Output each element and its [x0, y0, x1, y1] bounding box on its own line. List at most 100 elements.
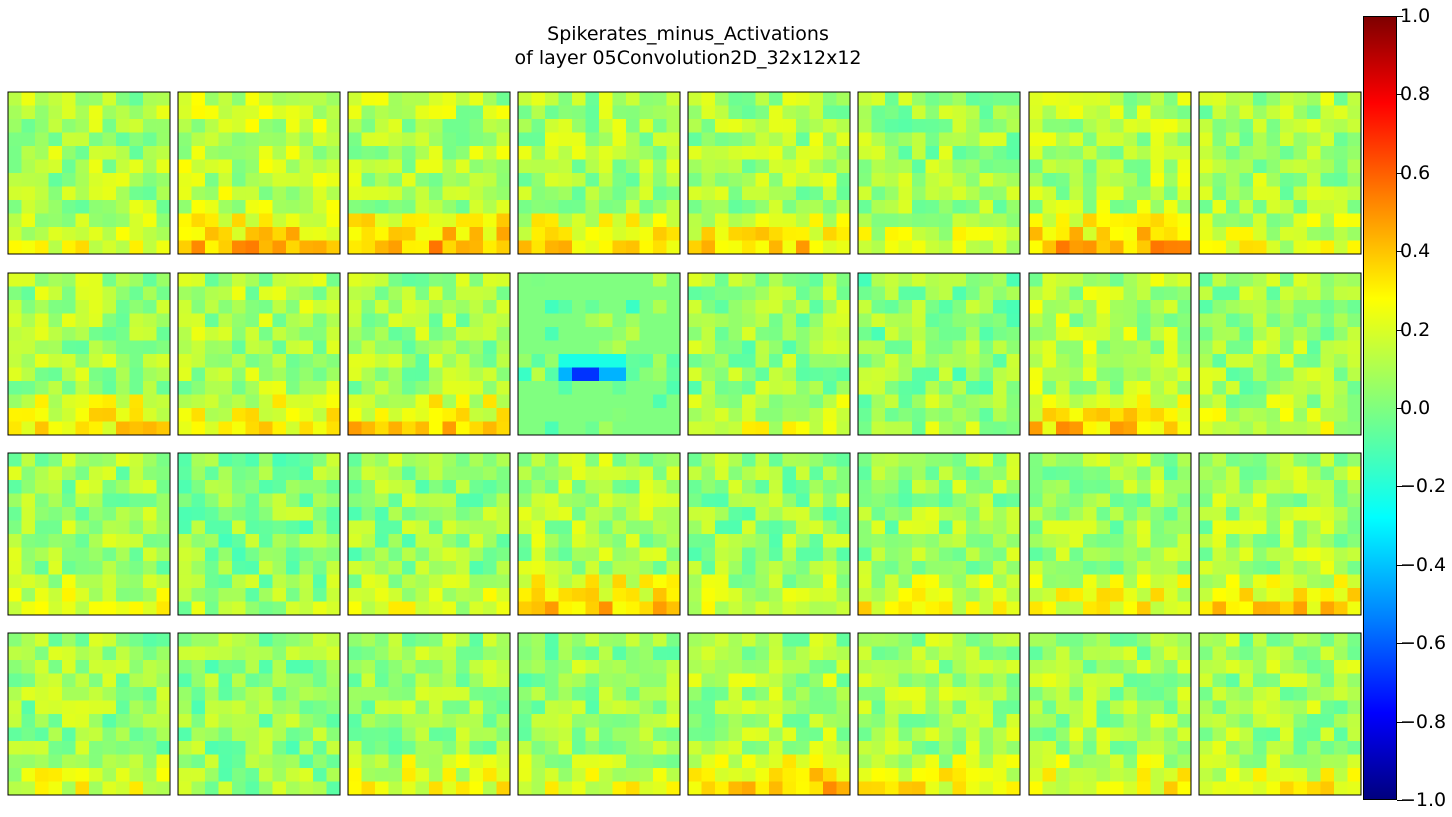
heatmap-cell: [272, 714, 287, 728]
heatmap-cell: [129, 561, 144, 575]
heatmap-cell: [871, 105, 886, 120]
heatmap-cell: [1042, 200, 1057, 214]
heatmap-cell: [545, 588, 559, 602]
heatmap-cell: [48, 119, 63, 133]
heatmap-cell: [545, 421, 559, 436]
heatmap-cell: [572, 240, 586, 255]
heatmap-cell: [1347, 520, 1362, 535]
heatmap-cell: [272, 466, 287, 481]
heatmap-cell: [191, 633, 206, 647]
heatmap-cell: [21, 300, 36, 314]
heatmap-cell: [701, 453, 716, 467]
heatmap-cell: [626, 119, 640, 133]
heatmap-cell: [885, 300, 899, 314]
heatmap-cell: [925, 381, 940, 395]
heatmap-cell: [496, 453, 511, 467]
heatmap-cell: [1056, 408, 1070, 422]
heatmap-cell: [1212, 213, 1227, 228]
heatmap-cell: [429, 574, 443, 589]
heatmap-cell: [218, 768, 233, 782]
heatmap-cell: [1212, 520, 1227, 535]
heatmap-cell: [232, 186, 246, 201]
heatmap-cell: [572, 493, 586, 508]
heatmap-cell: [1056, 367, 1070, 382]
heatmap-cell: [701, 240, 716, 255]
heatmap-cell: [259, 534, 273, 548]
heatmap-cell: [456, 286, 470, 301]
heatmap-cell: [728, 421, 743, 436]
heatmap-cell: [518, 646, 532, 661]
heatmap-cell: [361, 781, 376, 796]
heatmap-cell: [469, 673, 484, 688]
heatmap-cell: [966, 327, 980, 341]
heatmap-cell: [1239, 354, 1254, 368]
heatmap-cell: [21, 480, 36, 494]
heatmap-cell: [885, 173, 899, 187]
heatmap-cell: [326, 227, 341, 241]
heatmap-cell: [1253, 687, 1267, 701]
feature-map-border: [1198, 272, 1362, 436]
heatmap-cell: [156, 741, 171, 755]
heatmap-cell: [1150, 227, 1165, 241]
heatmap-cell: [979, 200, 994, 214]
heatmap-cell: [1164, 186, 1178, 201]
heatmap-cell: [688, 227, 702, 241]
heatmap-cell: [1042, 574, 1057, 589]
heatmap-cell: [639, 186, 654, 201]
heatmap-cell: [35, 92, 49, 106]
heatmap-cell: [585, 646, 600, 661]
heatmap-cell: [666, 286, 681, 301]
feature-map-border: [177, 452, 341, 616]
heatmap-cell: [639, 561, 654, 575]
heatmap-cell: [979, 601, 994, 616]
heatmap-cell: [782, 466, 797, 481]
heatmap-cell: [585, 421, 600, 436]
heatmap-cell: [483, 421, 497, 436]
heatmap-cell: [143, 327, 157, 341]
heatmap-cell: [1307, 227, 1321, 241]
heatmap-cell: [1212, 588, 1227, 602]
heatmap-cell: [871, 327, 886, 341]
heatmap-cell: [1334, 534, 1348, 548]
heatmap-cell: [429, 480, 443, 494]
heatmap-cell: [1029, 588, 1043, 602]
heatmap-cell: [1110, 92, 1124, 106]
heatmap-cell: [326, 119, 341, 133]
heatmap-cell: [496, 700, 511, 715]
heatmap-cell: [979, 146, 994, 160]
heatmap-cell: [456, 633, 470, 647]
heatmap-cell: [1123, 520, 1138, 535]
heatmap-cell: [89, 213, 103, 228]
heatmap-cell: [742, 354, 756, 368]
heatmap-cell: [1029, 119, 1043, 133]
heatmap-cell: [688, 159, 702, 174]
heatmap-cell: [8, 146, 22, 160]
heatmap-cell: [939, 227, 953, 241]
heatmap-cell: [1239, 313, 1254, 328]
heatmap-cell: [1226, 574, 1240, 589]
heatmap-cell: [375, 466, 389, 481]
heatmap-cell: [1069, 240, 1084, 255]
heatmap-cell: [1056, 646, 1070, 661]
heatmap-cell: [755, 588, 770, 602]
heatmap-cell: [48, 354, 63, 368]
heatmap-cell: [102, 200, 117, 214]
heatmap-cell: [178, 660, 192, 674]
heatmap-cell: [129, 354, 144, 368]
heatmap-cell: [286, 588, 300, 602]
heatmap-cell: [429, 601, 443, 616]
heatmap-cell: [429, 159, 443, 174]
heatmap-cell: [952, 186, 967, 201]
heatmap-cell: [742, 714, 756, 728]
heatmap-cell: [218, 714, 233, 728]
heatmap-cell: [205, 300, 219, 314]
heatmap-cell: [469, 354, 484, 368]
heatmap-cell: [939, 286, 953, 301]
heatmap-cell: [48, 660, 63, 674]
heatmap-cell: [626, 588, 640, 602]
heatmap-cell: [1307, 354, 1321, 368]
heatmap-cell: [496, 781, 511, 796]
heatmap-cell: [612, 340, 627, 355]
heatmap-cell: [8, 660, 22, 674]
heatmap-cell: [1212, 186, 1227, 201]
